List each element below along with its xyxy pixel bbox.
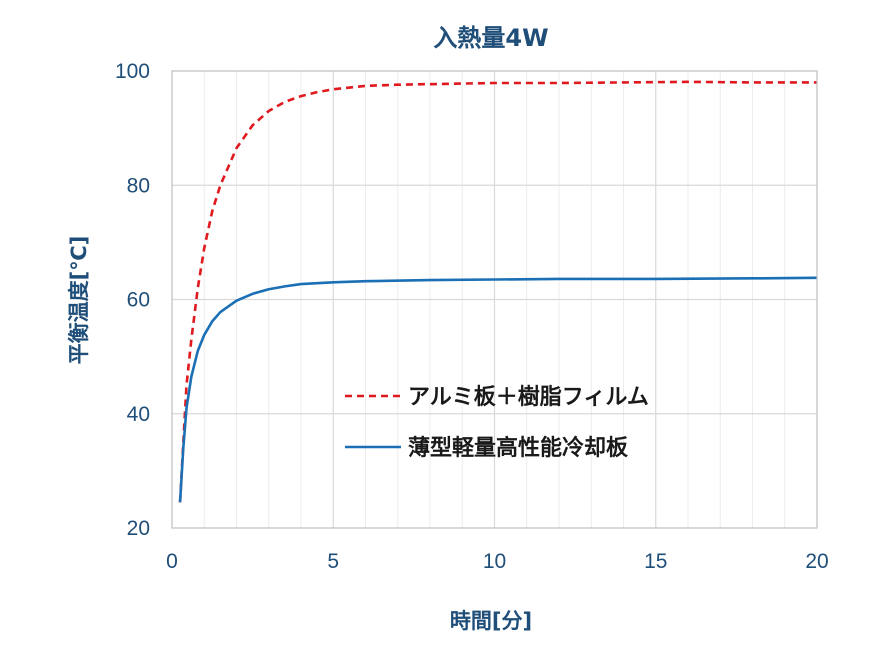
- plot-border: [171, 70, 818, 529]
- x-tick-label: 10: [483, 550, 506, 573]
- grid: [172, 71, 817, 528]
- series-line-0: [178, 80, 817, 503]
- y-tick-label: 80: [127, 174, 150, 197]
- y-tick-label: 60: [127, 289, 150, 312]
- y-tick-label: 100: [115, 60, 150, 83]
- legend-label-aluminum: アルミ板＋樹脂フィルム: [408, 384, 649, 410]
- x-tick-label: 20: [805, 550, 828, 573]
- tick-labels: 0 5 10 15 20 20 40 60 80 100: [115, 60, 829, 573]
- x-tick-label: 15: [644, 550, 667, 573]
- legend: アルミ板＋樹脂フィルム 薄型軽量高性能冷却板: [345, 384, 649, 461]
- y-tick-label: 20: [127, 517, 150, 540]
- series-lines: [178, 80, 818, 503]
- chart-title: 入熱量4W: [433, 24, 548, 52]
- y-tick-label: 40: [127, 403, 150, 426]
- series-line-1: [178, 276, 818, 503]
- y-axis-label: 平衡温度[℃]: [67, 236, 91, 365]
- x-tick-label: 5: [327, 550, 339, 573]
- x-axis-label: 時間[分]: [450, 609, 532, 633]
- legend-label-cooling-plate: 薄型軽量高性能冷却板: [408, 435, 629, 461]
- x-tick-label: 0: [166, 550, 178, 573]
